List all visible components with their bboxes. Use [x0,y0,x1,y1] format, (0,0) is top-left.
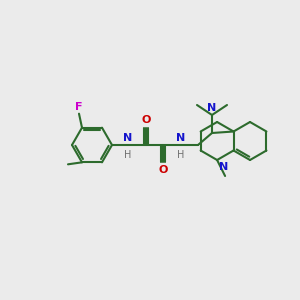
Text: N: N [219,162,228,172]
Text: N: N [176,133,186,143]
Text: N: N [123,133,133,143]
Text: N: N [207,103,217,113]
Text: F: F [75,102,83,112]
Text: O: O [141,115,151,125]
Text: H: H [177,150,185,160]
Text: O: O [158,165,168,175]
Text: H: H [124,150,132,160]
